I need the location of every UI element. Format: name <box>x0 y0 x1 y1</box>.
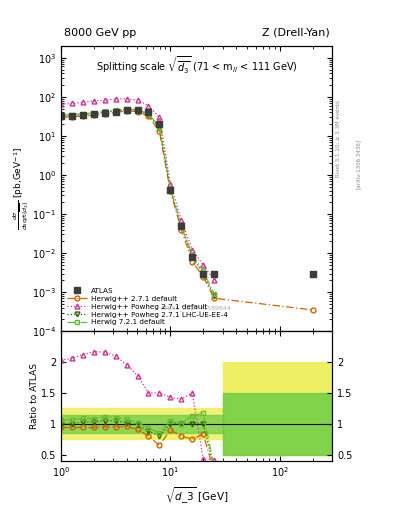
Text: Rivet 3.1.10; ≥ 3.3M events: Rivet 3.1.10; ≥ 3.3M events <box>336 100 341 177</box>
Point <box>156 120 163 129</box>
Point <box>167 186 174 194</box>
Point <box>189 253 195 261</box>
Point <box>200 269 206 278</box>
Point <box>310 269 316 278</box>
Point <box>79 111 86 119</box>
Y-axis label: $\frac{d\sigma}{d\mathrm{sqrt}(\overline{d_3})}$ [pb,GeV$^{-1}$]: $\frac{d\sigma}{d\mathrm{sqrt}(\overline… <box>12 147 31 230</box>
Point <box>134 106 141 114</box>
Point <box>112 108 119 116</box>
Text: ATLAS_2017_I1589844: ATLAS_2017_I1589844 <box>161 306 232 311</box>
Point <box>101 109 108 117</box>
Point <box>123 106 130 114</box>
X-axis label: $\sqrt{d\_3}$ [GeV]: $\sqrt{d\_3}$ [GeV] <box>165 485 228 505</box>
Point <box>69 112 75 120</box>
Text: Z (Drell-Yan): Z (Drell-Yan) <box>262 28 329 37</box>
Point <box>178 222 185 230</box>
Text: [arXiv:1306.3436]: [arXiv:1306.3436] <box>356 139 361 189</box>
Point <box>91 110 97 118</box>
Legend: ATLAS, Herwig++ 2.7.1 default, Herwig++ Powheg 2.7.1 default, Herwig++ Powheg 2.: ATLAS, Herwig++ 2.7.1 default, Herwig++ … <box>64 286 230 328</box>
Point <box>211 269 217 278</box>
Point <box>58 112 64 120</box>
Point <box>145 109 152 117</box>
Text: 8000 GeV pp: 8000 GeV pp <box>64 28 136 37</box>
Y-axis label: Ratio to ATLAS: Ratio to ATLAS <box>30 363 39 429</box>
Text: Splitting scale $\sqrt{\overline{d_3}}$ (71 < m$_{ll}$ < 111 GeV): Splitting scale $\sqrt{\overline{d_3}}$ … <box>95 55 298 76</box>
